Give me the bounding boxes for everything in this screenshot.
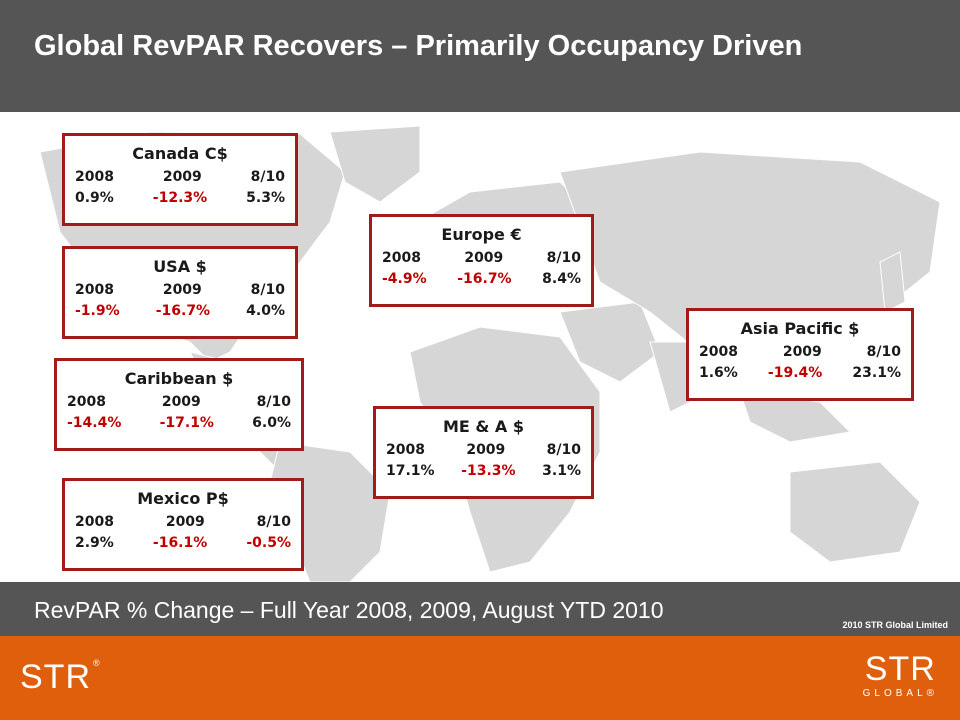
header-bar: Global RevPAR Recovers – Primarily Occup… xyxy=(0,0,960,112)
value-2008: -14.4% xyxy=(67,415,122,431)
year-label: 8/10 xyxy=(250,169,285,185)
japan-shape xyxy=(879,251,906,313)
year-label: 8/10 xyxy=(546,442,581,458)
year-label: 2009 xyxy=(466,442,506,458)
year-label: 2009 xyxy=(165,514,205,530)
year-label: 2009 xyxy=(161,394,201,410)
middle-east-shape xyxy=(559,301,661,383)
str-logo: STR ® xyxy=(20,658,101,697)
value-2009: -16.7% xyxy=(155,303,211,319)
value-2008: 17.1% xyxy=(386,463,435,479)
page-title: Global RevPAR Recovers – Primarily Occup… xyxy=(34,30,803,62)
value-2008: 1.6% xyxy=(699,365,738,381)
region-box-canada: Canada C$ 2008 2009 8/10 0.9% -12.3% 5.3… xyxy=(62,133,298,226)
region-box-mea: ME & A $ 2008 2009 8/10 17.1% -13.3% 3.1… xyxy=(373,406,594,499)
value-ytd: 5.3% xyxy=(246,190,285,206)
str-logo-mark: ® xyxy=(93,658,101,668)
year-label: 2008 xyxy=(67,394,106,410)
year-label: 8/10 xyxy=(256,514,291,530)
value-2008: -4.9% xyxy=(382,271,427,287)
values-row: 0.9% -12.3% 5.3% xyxy=(65,190,295,206)
year-label: 8/10 xyxy=(866,344,901,360)
str-global-logo: STR GLOBAL® xyxy=(863,652,938,699)
year-label: 2009 xyxy=(162,282,202,298)
year-label: 2009 xyxy=(782,344,822,360)
value-2009: -16.1% xyxy=(152,535,208,551)
greenland-shape xyxy=(329,125,421,203)
year-label: 2008 xyxy=(699,344,738,360)
region-name: Mexico P$ xyxy=(137,489,229,508)
year-label: 8/10 xyxy=(256,394,291,410)
value-ytd: 8.4% xyxy=(542,271,581,287)
value-2009: -13.3% xyxy=(461,463,516,479)
year-label: 2008 xyxy=(75,169,114,185)
value-ytd: 4.0% xyxy=(246,303,285,319)
value-2008: -1.9% xyxy=(75,303,120,319)
region-box-asia-pacific: Asia Pacific $ 2008 2009 8/10 1.6% -19.4… xyxy=(686,308,914,401)
years-row: 2008 2009 8/10 xyxy=(689,344,911,360)
value-ytd: 23.1% xyxy=(852,365,901,381)
years-row: 2008 2009 8/10 xyxy=(376,442,591,458)
australia-shape xyxy=(789,461,921,563)
years-row: 2008 2009 8/10 xyxy=(372,250,591,266)
values-row: 1.6% -19.4% 23.1% xyxy=(689,365,911,381)
region-name: Caribbean $ xyxy=(124,369,234,388)
region-name: USA $ xyxy=(153,257,207,276)
values-row: 2.9% -16.1% -0.5% xyxy=(65,535,301,551)
value-2009: -19.4% xyxy=(767,365,823,381)
year-label: 2008 xyxy=(75,282,114,298)
values-row: -14.4% -17.1% 6.0% xyxy=(57,415,301,431)
subtitle-bar: RevPAR % Change – Full Year 2008, 2009, … xyxy=(0,582,960,636)
year-label: 2008 xyxy=(75,514,114,530)
year-label: 2009 xyxy=(162,169,202,185)
value-ytd: 3.1% xyxy=(542,463,581,479)
str-global-logo-top: STR xyxy=(864,650,936,688)
years-row: 2008 2009 8/10 xyxy=(65,514,301,530)
region-name: Asia Pacific $ xyxy=(740,319,860,338)
value-2009: -16.7% xyxy=(457,271,512,287)
years-row: 2008 2009 8/10 xyxy=(57,394,301,410)
region-box-caribbean: Caribbean $ 2008 2009 8/10 -14.4% -17.1%… xyxy=(54,358,304,451)
str-logo-text: STR xyxy=(20,658,91,696)
years-row: 2008 2009 8/10 xyxy=(65,282,295,298)
year-label: 2009 xyxy=(464,250,504,266)
region-name: Canada C$ xyxy=(132,144,228,163)
region-box-usa: USA $ 2008 2009 8/10 -1.9% -16.7% 4.0% xyxy=(62,246,298,339)
value-ytd: -0.5% xyxy=(246,535,291,551)
region-box-europe: Europe € 2008 2009 8/10 -4.9% -16.7% 8.4… xyxy=(369,214,594,307)
value-2008: 2.9% xyxy=(75,535,114,551)
values-row: -1.9% -16.7% 4.0% xyxy=(65,303,295,319)
copyright-text: 2010 STR Global Limited xyxy=(842,620,948,630)
value-2009: -12.3% xyxy=(152,190,208,206)
region-box-mexico: Mexico P$ 2008 2009 8/10 2.9% -16.1% -0.… xyxy=(62,478,304,571)
value-2009: -17.1% xyxy=(159,415,214,431)
subtitle: RevPAR % Change – Full Year 2008, 2009, … xyxy=(34,597,664,623)
year-label: 2008 xyxy=(386,442,425,458)
year-label: 2008 xyxy=(382,250,421,266)
region-name: Europe € xyxy=(441,225,522,244)
values-row: 17.1% -13.3% 3.1% xyxy=(376,463,591,479)
world-map: Canada C$ 2008 2009 8/10 0.9% -12.3% 5.3… xyxy=(0,112,960,582)
footer-bar: STR ® STR GLOBAL® xyxy=(0,636,960,720)
region-name: ME & A $ xyxy=(442,417,525,436)
value-ytd: 6.0% xyxy=(252,415,291,431)
values-row: -4.9% -16.7% 8.4% xyxy=(372,271,591,287)
years-row: 2008 2009 8/10 xyxy=(65,169,295,185)
year-label: 8/10 xyxy=(250,282,285,298)
value-2008: 0.9% xyxy=(75,190,114,206)
year-label: 8/10 xyxy=(546,250,581,266)
str-global-logo-bottom: GLOBAL® xyxy=(862,688,938,699)
